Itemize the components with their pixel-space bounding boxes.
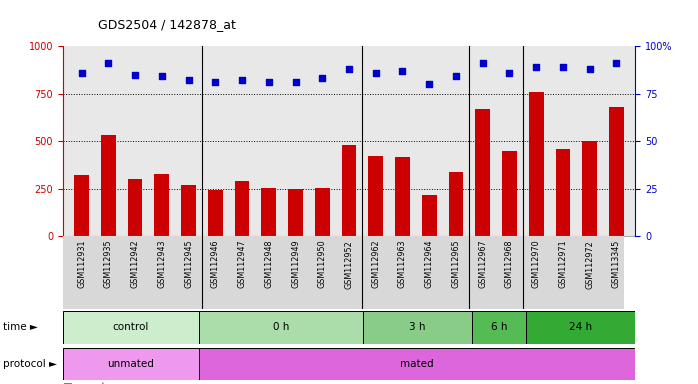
Point: [450, 73, 461, 79]
Point: [504, 70, 515, 76]
Text: GSM112943: GSM112943: [157, 240, 166, 288]
Text: GSM112963: GSM112963: [398, 240, 407, 288]
Bar: [262, 188, 276, 236]
Bar: [502, 151, 517, 236]
FancyBboxPatch shape: [472, 311, 526, 344]
Text: GSM112948: GSM112948: [265, 240, 273, 288]
Text: GSM112952: GSM112952: [345, 240, 353, 288]
Point: [263, 79, 274, 85]
Bar: [422, 195, 436, 236]
Point: [611, 60, 622, 66]
Text: GSM112946: GSM112946: [211, 240, 220, 288]
Bar: [582, 141, 597, 236]
Point: [558, 64, 569, 70]
Text: protocol ►: protocol ►: [3, 359, 57, 369]
Text: mated: mated: [401, 359, 434, 369]
Bar: [556, 149, 570, 236]
Bar: [529, 92, 544, 236]
Text: GSM112931: GSM112931: [77, 240, 86, 288]
Text: GSM112970: GSM112970: [532, 240, 541, 288]
Point: [317, 75, 328, 81]
Point: [290, 79, 301, 85]
Bar: [369, 156, 383, 236]
Text: ■ count: ■ count: [63, 382, 105, 384]
Bar: [154, 174, 169, 236]
Text: GSM113345: GSM113345: [612, 240, 621, 288]
Point: [477, 60, 489, 66]
FancyBboxPatch shape: [199, 311, 363, 344]
Text: GSM112942: GSM112942: [131, 240, 140, 288]
Bar: [288, 189, 303, 236]
FancyBboxPatch shape: [63, 311, 199, 344]
Bar: [449, 172, 463, 236]
Text: GSM112968: GSM112968: [505, 240, 514, 288]
Point: [103, 60, 114, 66]
Bar: [341, 145, 357, 236]
Text: GSM112965: GSM112965: [452, 240, 461, 288]
Point: [183, 77, 194, 83]
Point: [424, 81, 435, 87]
FancyBboxPatch shape: [63, 236, 625, 309]
Text: control: control: [113, 322, 149, 333]
Text: GDS2504 / 142878_at: GDS2504 / 142878_at: [98, 18, 236, 31]
Text: GSM112949: GSM112949: [291, 240, 300, 288]
Bar: [609, 107, 624, 236]
Point: [584, 66, 595, 72]
Text: GSM112971: GSM112971: [558, 240, 567, 288]
FancyBboxPatch shape: [526, 311, 635, 344]
Point: [237, 77, 248, 83]
FancyBboxPatch shape: [63, 348, 199, 380]
Text: 3 h: 3 h: [409, 322, 425, 333]
Point: [76, 70, 87, 76]
Point: [397, 68, 408, 74]
FancyBboxPatch shape: [363, 311, 472, 344]
Text: 24 h: 24 h: [569, 322, 592, 333]
Text: 6 h: 6 h: [491, 322, 507, 333]
Bar: [208, 190, 223, 236]
Point: [530, 64, 542, 70]
Bar: [315, 188, 329, 236]
Bar: [128, 179, 142, 236]
Point: [343, 66, 355, 72]
Bar: [74, 175, 89, 236]
Text: GSM112935: GSM112935: [104, 240, 113, 288]
Text: unmated: unmated: [107, 359, 154, 369]
Text: time ►: time ►: [3, 322, 38, 333]
Text: 0 h: 0 h: [273, 322, 289, 333]
Point: [129, 71, 140, 78]
Bar: [395, 157, 410, 236]
Bar: [235, 181, 249, 236]
Text: GSM112964: GSM112964: [425, 240, 433, 288]
Text: GSM112962: GSM112962: [371, 240, 380, 288]
Text: GSM112967: GSM112967: [478, 240, 487, 288]
Text: GSM112947: GSM112947: [237, 240, 246, 288]
Bar: [181, 185, 196, 236]
Text: GSM112945: GSM112945: [184, 240, 193, 288]
Point: [370, 70, 381, 76]
Point: [156, 73, 168, 79]
FancyBboxPatch shape: [199, 348, 635, 380]
Text: GSM112950: GSM112950: [318, 240, 327, 288]
Bar: [101, 136, 116, 236]
Bar: [475, 109, 490, 236]
Text: GSM112972: GSM112972: [585, 240, 594, 288]
Point: [209, 79, 221, 85]
